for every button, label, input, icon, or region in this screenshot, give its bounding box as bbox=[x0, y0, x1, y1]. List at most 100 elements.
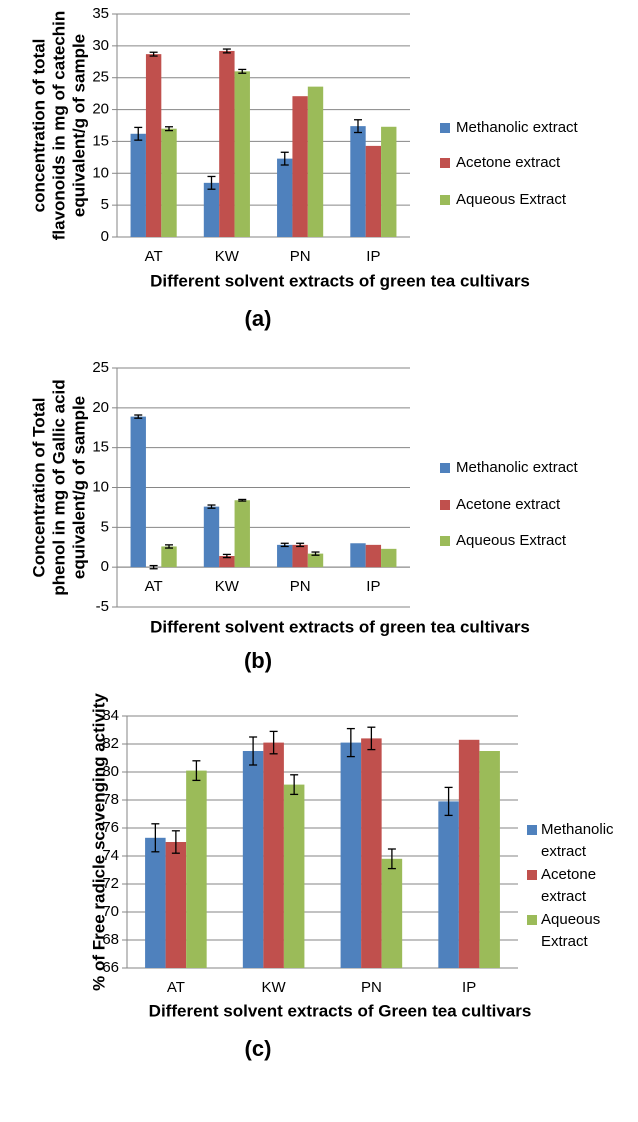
x-axis-label: Different solvent extracts of green tea … bbox=[150, 271, 530, 290]
y-tick-label: 74 bbox=[102, 847, 119, 864]
bar bbox=[203, 182, 220, 237]
legend-line: extract bbox=[541, 843, 587, 860]
caption: (b) bbox=[244, 648, 272, 673]
bar bbox=[130, 416, 146, 568]
error-bar bbox=[290, 774, 299, 796]
y-tick-label: 78 bbox=[102, 791, 119, 808]
error-bar bbox=[149, 51, 158, 57]
y-tick-label: 20 bbox=[92, 101, 109, 118]
legend-swatch bbox=[440, 500, 450, 510]
bar bbox=[219, 50, 235, 237]
error-bar bbox=[444, 786, 453, 817]
bar bbox=[203, 506, 220, 568]
legend-line: Aqueous bbox=[541, 911, 604, 928]
error-bar bbox=[171, 830, 180, 854]
bar bbox=[292, 544, 308, 568]
bar bbox=[242, 751, 264, 968]
x-tick-label: IP bbox=[366, 578, 380, 595]
legend-swatch bbox=[527, 825, 537, 835]
y-tick-label: 76 bbox=[102, 819, 119, 836]
legend-swatch bbox=[527, 915, 537, 925]
y-tick-label: 15 bbox=[92, 439, 109, 456]
legend-swatch bbox=[527, 870, 537, 880]
error-bar bbox=[207, 504, 216, 509]
bar bbox=[307, 553, 324, 568]
legend-label: Methanolic extract bbox=[456, 459, 579, 476]
x-tick-label: IP bbox=[462, 979, 476, 996]
bar bbox=[234, 71, 250, 237]
bar bbox=[145, 54, 162, 237]
y-tick-label: 68 bbox=[102, 931, 119, 948]
legend-swatch bbox=[440, 536, 450, 546]
y-tick-label: 25 bbox=[92, 69, 109, 86]
bar bbox=[350, 126, 366, 237]
bar bbox=[381, 858, 403, 968]
bar bbox=[340, 742, 362, 968]
x-tick-label: KW bbox=[215, 248, 240, 265]
y-tick-label: 35 bbox=[92, 5, 109, 22]
y-axis-label: Concentration of Total bbox=[29, 397, 48, 577]
error-bar bbox=[353, 119, 362, 134]
y-tick-label: 5 bbox=[101, 196, 109, 213]
x-tick-label: AT bbox=[145, 248, 163, 265]
legend-line: Methanolic bbox=[541, 821, 618, 838]
error-bar bbox=[280, 542, 289, 548]
legend-line: Extract bbox=[541, 933, 589, 950]
error-bar bbox=[296, 542, 305, 548]
bar bbox=[277, 544, 293, 568]
legend-swatch bbox=[440, 195, 450, 205]
y-axis-label: % of Free radicle scavenging activity bbox=[89, 693, 108, 991]
bar bbox=[130, 133, 146, 237]
y-tick-label: 10 bbox=[92, 478, 109, 495]
y-axis-label: phenol in mg of Gallic acid bbox=[49, 379, 68, 595]
error-bar bbox=[165, 126, 174, 132]
y-tick-label: 20 bbox=[92, 399, 109, 416]
y-tick-label: 72 bbox=[102, 875, 119, 892]
legend-label: Acetone extract bbox=[456, 154, 561, 171]
bar bbox=[186, 770, 207, 968]
bar bbox=[145, 837, 166, 968]
y-tick-label: 66 bbox=[102, 959, 119, 976]
bar bbox=[365, 145, 382, 237]
bar bbox=[350, 543, 366, 568]
bar bbox=[361, 738, 382, 968]
error-bar bbox=[207, 175, 216, 190]
error-bar bbox=[387, 848, 396, 870]
error-bar bbox=[165, 544, 174, 549]
error-bar bbox=[151, 823, 160, 853]
caption: (a) bbox=[245, 306, 272, 331]
bar bbox=[438, 801, 459, 968]
legend-label: Aqueous Extract bbox=[456, 532, 567, 549]
bar bbox=[283, 784, 305, 968]
bar bbox=[365, 544, 382, 568]
bar bbox=[219, 556, 235, 568]
legend-label: Acetone extract bbox=[541, 866, 600, 905]
y-tick-label: 10 bbox=[92, 164, 109, 181]
y-tick-label: -5 bbox=[96, 598, 109, 615]
y-tick-label: 82 bbox=[102, 735, 119, 752]
legend-swatch bbox=[440, 463, 450, 473]
legend-label: Aqueous Extract bbox=[456, 191, 567, 208]
error-bar bbox=[134, 126, 143, 141]
legend-label: Acetone extract bbox=[456, 496, 561, 513]
x-axis-label: Different solvent extracts of green tea … bbox=[150, 617, 530, 636]
y-tick-label: 84 bbox=[102, 707, 119, 724]
bar bbox=[161, 128, 177, 237]
x-tick-label: PN bbox=[361, 979, 382, 996]
error-bar bbox=[280, 151, 289, 166]
bar bbox=[234, 500, 250, 568]
bar bbox=[381, 548, 397, 568]
bar bbox=[292, 96, 308, 237]
y-tick-label: 0 bbox=[101, 228, 109, 245]
error-bar bbox=[269, 730, 278, 755]
error-bar bbox=[346, 727, 355, 758]
error-bar bbox=[238, 68, 247, 74]
legend-line: Acetone bbox=[541, 866, 600, 883]
legend-label: Methanolic extract bbox=[541, 821, 618, 860]
bar bbox=[165, 842, 187, 968]
x-tick-label: PN bbox=[290, 248, 311, 265]
y-tick-label: 70 bbox=[102, 903, 119, 920]
legend-swatch bbox=[440, 123, 450, 133]
error-bar bbox=[222, 553, 231, 559]
